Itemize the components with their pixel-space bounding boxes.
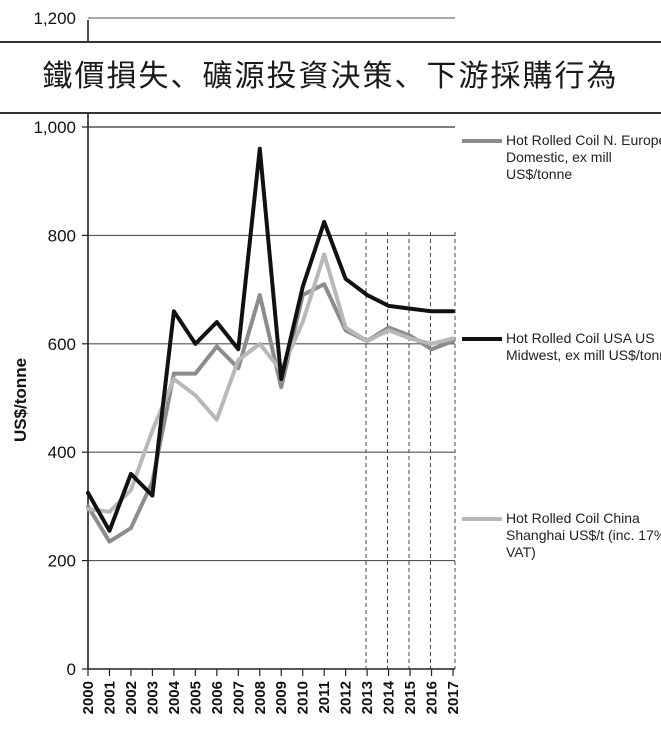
x-tick-label: 2005 xyxy=(187,681,204,714)
forecast-lines xyxy=(365,232,456,669)
title-banner: 鐵價損失、礦源投資決策、下游採購行為 xyxy=(0,41,661,114)
x-tick-label: 2004 xyxy=(166,680,183,714)
x-tick-label: 2010 xyxy=(295,681,312,714)
axes xyxy=(82,20,455,676)
y-axis-title: US$/tonne xyxy=(11,358,30,442)
series-lines xyxy=(86,146,455,544)
series-line-china xyxy=(86,252,455,514)
tick-labels: 0 200 400 600 800 1,000 1,200 2000 2001 2002 2003 2… xyxy=(11,9,462,714)
x-tick-label: 2016 xyxy=(424,681,441,714)
x-tick-label: 2014 xyxy=(381,680,398,714)
legend-swatch-usa xyxy=(462,337,502,341)
legend-swatch-europe xyxy=(462,139,502,143)
banner-text: 鐵價損失、礦源投資決策、下游採購行為 xyxy=(42,59,619,94)
x-tick-label: 2007 xyxy=(230,681,247,714)
legend-swatch-china xyxy=(462,517,502,521)
series-line-europe xyxy=(86,282,455,544)
x-tick-label: 2001 xyxy=(101,681,118,714)
y-tick-label: 0 xyxy=(67,660,76,679)
legend-label-europe: Hot Rolled Coil N. Europe Domestic, ex m… xyxy=(506,132,661,182)
y-tick-label: 800 xyxy=(48,226,76,245)
legend-label-usa: Hot Rolled Coil USA US Midwest, ex mill … xyxy=(506,330,661,363)
x-tick-label: 2011 xyxy=(316,681,333,714)
x-tick-label: 2006 xyxy=(209,681,226,714)
x-tick-label: 2012 xyxy=(338,681,355,714)
x-tick-label: 2017 xyxy=(445,681,462,714)
x-tick-label: 2002 xyxy=(123,681,140,714)
x-tick-label: 2015 xyxy=(402,681,419,714)
y-tick-label: 400 xyxy=(48,443,76,462)
x-tick-label: 2008 xyxy=(252,681,269,714)
x-tick-label: 2003 xyxy=(144,681,161,714)
y-tick-label: 200 xyxy=(48,552,76,571)
x-tick-label: 2013 xyxy=(359,681,376,714)
x-tick-label: 2009 xyxy=(273,681,290,714)
y-tick-label-top: 1,200 xyxy=(33,9,76,28)
y-tick-label: 600 xyxy=(48,335,76,354)
legend-label-china: Hot Rolled Coil China Shanghai US$/t (in… xyxy=(506,510,661,560)
y-tick-label: 1,000 xyxy=(33,118,76,137)
x-tick-label: 2000 xyxy=(80,681,97,714)
series-line-usa xyxy=(86,146,455,533)
